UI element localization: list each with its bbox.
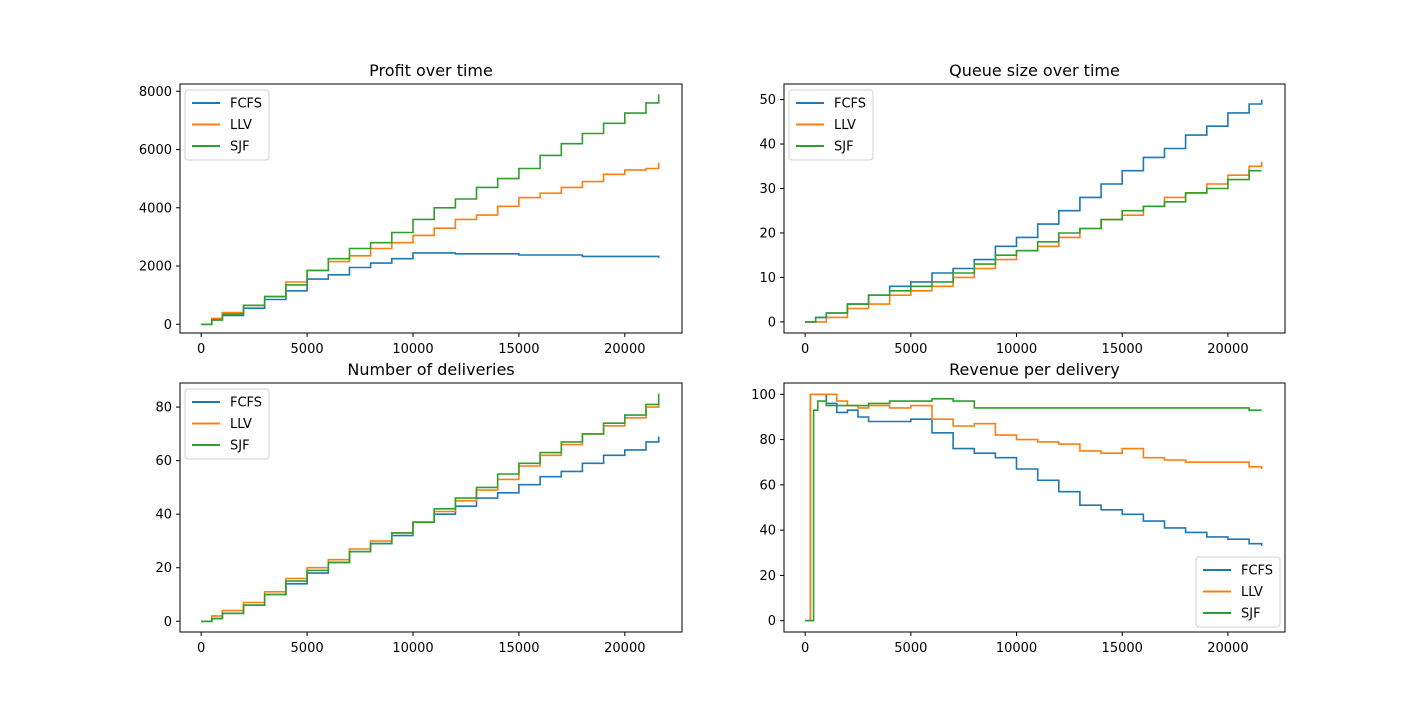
series-group — [201, 94, 660, 326]
legend-box — [184, 89, 270, 161]
chart-number-of-deliveries: Number of deliveries 0 5000 10000 15000 20000… — [155, 360, 683, 656]
x-tick-label: 15000 — [1102, 342, 1143, 357]
chart-title: Number of deliveries — [347, 360, 514, 379]
series-group — [805, 99, 1263, 323]
chart-title: Queue size over time — [949, 61, 1120, 80]
y-tick-label: 40 — [759, 524, 776, 539]
y-tick-label: 100 — [751, 388, 776, 403]
y-tick-label: 20 — [759, 226, 776, 241]
legend-label: LLV — [1241, 585, 1263, 600]
y-tick-label: 6000 — [139, 143, 172, 158]
legend-label: FCFS — [834, 97, 866, 112]
axes-frame — [179, 382, 683, 633]
y-tick-label: 60 — [155, 454, 172, 469]
x-tick-label: 15000 — [498, 342, 539, 357]
legend-box — [184, 388, 270, 460]
axes-frame — [179, 83, 683, 334]
legend-label: SJF — [834, 140, 854, 155]
y-tick-label: 0 — [164, 615, 172, 630]
series-line-fcfs — [201, 252, 660, 326]
legend-label: LLV — [230, 417, 252, 432]
y-tick-label: 50 — [759, 93, 776, 108]
y-tick-label: 30 — [759, 182, 776, 197]
x-tick-label: 20000 — [1207, 641, 1248, 656]
legend-label: SJF — [1241, 607, 1261, 622]
legend-label: LLV — [230, 118, 252, 133]
chart-revenue-per-delivery: Revenue per delivery 0 5000 10000 15000 20000… — [751, 360, 1286, 656]
axes-frame — [783, 83, 1286, 334]
x-tick-label: 0 — [801, 342, 809, 357]
y-tick-label: 60 — [759, 478, 776, 493]
y-tick-label: 40 — [759, 138, 776, 153]
x-tick-label: 10000 — [392, 641, 433, 656]
series-line-llv — [805, 393, 1263, 622]
y-tick-label: 2000 — [139, 260, 172, 275]
y-tick-label: 40 — [155, 508, 172, 523]
axes-frame — [783, 382, 1286, 633]
legend: FCFS LLV SJF — [1195, 556, 1281, 628]
x-tick-label: 5000 — [291, 342, 324, 357]
legend: FCFS LLV SJF — [788, 89, 874, 161]
y-tick-label: 80 — [759, 433, 776, 448]
legend-label: FCFS — [230, 396, 262, 411]
chart-queue-size-over-time: Queue size over time 0 5000 10000 15000 20000… — [759, 61, 1286, 357]
legend-box — [1195, 556, 1281, 628]
x-tick-label: 15000 — [498, 641, 539, 656]
legend-label: SJF — [230, 439, 250, 454]
x-tick-label: 10000 — [996, 641, 1037, 656]
x-tick-label: 10000 — [392, 342, 433, 357]
legend: FCFS LLV SJF — [184, 388, 270, 460]
series-group — [201, 393, 660, 623]
series-line-sjf — [201, 393, 660, 623]
y-tick-label: 0 — [768, 614, 776, 629]
x-tick-label: 15000 — [1102, 641, 1143, 656]
x-tick-label: 20000 — [604, 342, 645, 357]
y-tick-label: 0 — [164, 318, 172, 333]
legend-label: FCFS — [230, 97, 262, 112]
x-tick-label: 5000 — [894, 641, 927, 656]
y-tick-label: 8000 — [139, 85, 172, 100]
legend-box — [788, 89, 874, 161]
chart-title: Profit over time — [369, 61, 493, 80]
y-tick-label: 4000 — [139, 201, 172, 216]
legend-label: LLV — [834, 118, 856, 133]
x-tick-label: 20000 — [1207, 342, 1248, 357]
series-line-sjf — [805, 169, 1262, 323]
legend-label: FCFS — [1241, 564, 1273, 579]
x-tick-label: 20000 — [604, 641, 645, 656]
x-tick-label: 0 — [197, 641, 205, 656]
series-group — [805, 393, 1263, 622]
x-tick-label: 0 — [801, 641, 809, 656]
chart-title: Revenue per delivery — [949, 360, 1120, 379]
y-tick-label: 80 — [155, 401, 172, 416]
series-line-sjf — [805, 398, 1262, 622]
series-line-sjf — [201, 94, 660, 326]
y-tick-label: 10 — [759, 271, 776, 286]
x-tick-label: 0 — [197, 342, 205, 357]
y-tick-label: 20 — [759, 569, 776, 584]
series-line-fcfs — [805, 393, 1263, 622]
y-tick-label: 0 — [768, 315, 776, 330]
y-tick-label: 20 — [155, 561, 172, 576]
legend-label: SJF — [230, 140, 250, 155]
legend: FCFS LLV SJF — [184, 89, 270, 161]
x-tick-label: 10000 — [996, 342, 1037, 357]
chart-profit-over-time: Profit over time 0 5000 10000 15000 20000 0 200… — [139, 61, 683, 357]
x-tick-label: 5000 — [291, 641, 324, 656]
x-tick-label: 5000 — [894, 342, 927, 357]
